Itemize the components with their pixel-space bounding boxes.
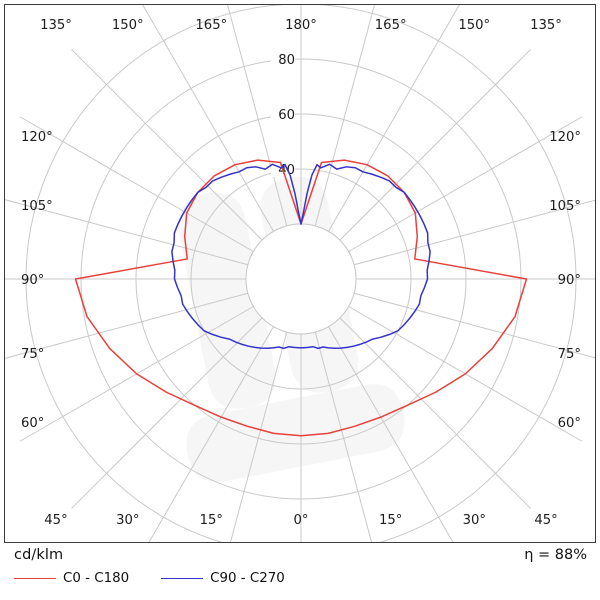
radial-tick-label: 80 [278, 53, 295, 68]
angle-tick-label: 45° [534, 513, 557, 528]
angle-tick-label: 15° [379, 513, 402, 528]
angle-tick-label: 150° [458, 18, 490, 33]
angle-tick-label: 60° [21, 416, 44, 431]
inner-ring-disc [245, 223, 357, 335]
angle-tick-label: 30° [463, 513, 486, 528]
angle-tick-label: 105° [549, 199, 581, 214]
angle-tick-label: 150° [112, 18, 144, 33]
legend-swatch-c90-c270 [161, 578, 204, 579]
angular-gridlines [5, 5, 595, 542]
series-curve-c0-c180 [74, 159, 528, 437]
units-label: cd/klm [14, 547, 64, 563]
angle-tick-label: 75° [558, 347, 581, 362]
chart-legend-area: cd/klm η = 88% C0 - C180 C90 - C270 [0, 543, 600, 600]
angle-tick-label: 165° [375, 18, 407, 33]
polar-plot-frame: 40 60 80 135° 150° 165° 180° 165° 150° 135° 45° 30°… [4, 4, 596, 543]
legend-entries: C0 - C180 C90 - C270 [14, 571, 285, 586]
angle-tick-label: 60° [558, 416, 581, 431]
legend-label-c90-c270: C90 - C270 [210, 571, 285, 586]
angle-tick-label: 120° [549, 130, 581, 145]
angle-tick-label: 135° [530, 18, 562, 33]
radial-tick-label: 60 [278, 108, 295, 123]
angle-tick-label: 15° [200, 513, 223, 528]
angle-tick-label: 135° [40, 18, 72, 33]
angle-tick-label: 30° [116, 513, 139, 528]
angle-tick-label: 0° [294, 513, 309, 528]
angle-tick-label: 90° [21, 273, 44, 288]
angle-tick-label: 105° [21, 199, 53, 214]
angle-tick-label: 165° [195, 18, 227, 33]
efficiency-label: η = 88% [524, 547, 587, 563]
series-curve-c90-c270 [171, 163, 431, 350]
legend-item-c90-c270[interactable]: C90 - C270 [161, 571, 285, 586]
legend-swatch-c0-c180 [14, 578, 56, 579]
legend-label-c0-c180: C0 - C180 [63, 571, 130, 586]
angle-labels: 135° 150° 165° 180° 165° 150° 135° 45° 30° 15° 0° 1… [21, 18, 581, 528]
angle-tick-label: 180° [285, 18, 317, 33]
angle-tick-label: 45° [44, 513, 67, 528]
legend-item-c0-c180[interactable]: C0 - C180 [14, 571, 129, 586]
angle-tick-label: 90° [558, 273, 581, 288]
angle-tick-label: 75° [21, 347, 44, 362]
angle-tick-label: 120° [21, 130, 53, 145]
